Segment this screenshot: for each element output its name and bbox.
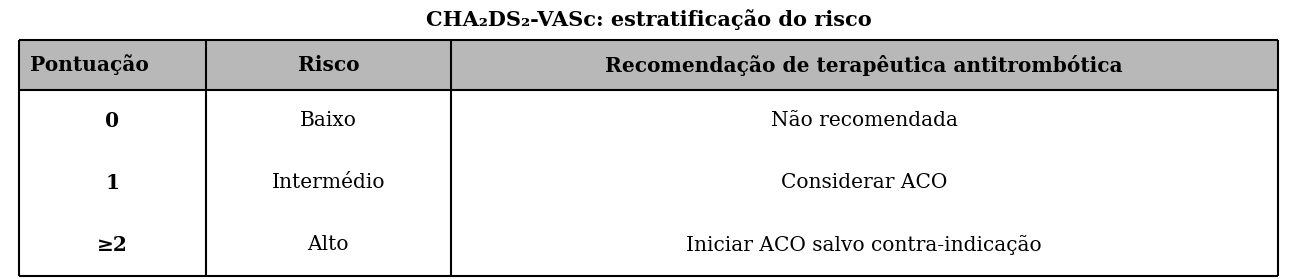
Bar bbox=[19, 40, 1278, 90]
Text: Intermédio: Intermédio bbox=[271, 174, 385, 193]
Text: Alto: Alto bbox=[307, 235, 349, 254]
Text: ≥2: ≥2 bbox=[97, 235, 128, 255]
Text: CHA₂DS₂-VASc: estratificação do risco: CHA₂DS₂-VASc: estratificação do risco bbox=[425, 9, 872, 30]
Text: Considerar ACO: Considerar ACO bbox=[781, 174, 947, 193]
Text: 0: 0 bbox=[105, 111, 119, 131]
Bar bbox=[19, 90, 1278, 276]
Text: Pontuação: Pontuação bbox=[30, 55, 148, 75]
Text: Recomendação de terapêutica antitrombótica: Recomendação de terapêutica antitrombóti… bbox=[606, 54, 1123, 76]
Text: Risco: Risco bbox=[297, 55, 359, 75]
Text: Iniciar ACO salvo contra-indicação: Iniciar ACO salvo contra-indicação bbox=[686, 235, 1041, 255]
Text: Não recomendada: Não recomendada bbox=[770, 112, 957, 131]
Text: 1: 1 bbox=[105, 173, 119, 193]
Text: Baixo: Baixo bbox=[300, 112, 357, 131]
